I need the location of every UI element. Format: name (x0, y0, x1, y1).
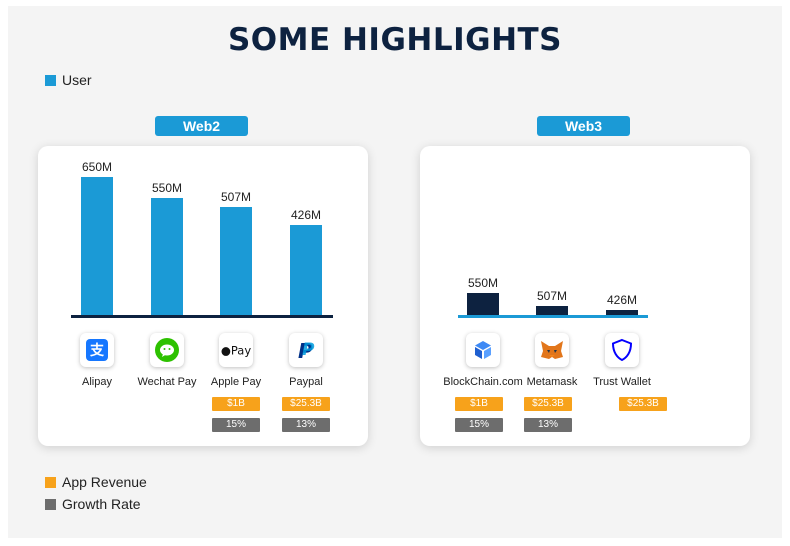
web2-bar-wechat-pay (151, 198, 183, 315)
web2-growth-tag: 13% (282, 418, 330, 432)
web3-growth-tag: 15% (455, 418, 503, 432)
legend-revenue-swatch (45, 476, 56, 488)
page-title: SOME HIGHLIGHTS (227, 22, 562, 58)
web3-revenue-tag: $1B (455, 397, 503, 411)
svg-text:支: 支 (89, 342, 105, 359)
web2-category-label: Alipay (82, 376, 112, 388)
web2-category-label: Apple Pay (210, 376, 262, 388)
legend-user-label: User (62, 72, 92, 88)
web3-value-label: 507M (536, 289, 568, 303)
legend-user-swatch (45, 74, 56, 86)
web2-axis-line (71, 315, 333, 318)
web3-revenue-tag: $25.3B (619, 397, 667, 411)
web2-category-label: Paypal (289, 376, 323, 388)
web3-revenue-tag: $25.3B (524, 397, 572, 411)
web2-growth-tag: 15% (212, 418, 260, 432)
svg-text:●Pay: ●Pay (221, 344, 251, 358)
web3-bar-trust-wallet (606, 310, 638, 315)
web3-group-label: Web3 (537, 116, 630, 136)
web2-group-label: Web2 (155, 116, 248, 136)
web3-axis-line (458, 315, 648, 318)
web2-revenue-tag: $25.3B (282, 397, 330, 411)
web2-value-label: 650M (81, 160, 113, 174)
web3-category-label: Trust Wallet (593, 376, 651, 388)
legend-growth-swatch (45, 498, 56, 510)
legend-user: User (45, 72, 92, 88)
svg-text:P: P (302, 340, 315, 360)
web2-value-label: 426M (290, 207, 322, 222)
legend-revenue-label: App Revenue (62, 474, 147, 490)
legend-growth-label: Growth Rate (62, 496, 141, 512)
web3-value-label: 550M (467, 276, 499, 290)
web2-value-label: 550M (151, 181, 183, 196)
web3-bar-metamask (536, 306, 568, 315)
blockchain-icon (466, 333, 500, 367)
web3-growth-tag: 13% (524, 418, 572, 432)
web2-category-label: Wechat Pay (137, 376, 197, 388)
web3-value-label: 426M (606, 293, 638, 307)
alipay-icon: 支 (80, 333, 114, 367)
trust-wallet-icon (605, 333, 639, 367)
web2-bar-apple-pay (220, 207, 252, 315)
legend-revenue: App Revenue (45, 474, 147, 490)
web3-category-label: BlockChain.com (443, 376, 523, 388)
web2-revenue-tag: $1B (212, 397, 260, 411)
legend-growth: Growth Rate (45, 496, 141, 512)
metamask-icon (535, 333, 569, 367)
web2-value-label: 507M (220, 190, 252, 205)
web3-bar-blockchain-com (467, 293, 499, 315)
svg-text:P: P (298, 339, 313, 362)
web2-bar-alipay (81, 177, 113, 315)
web3-category-label: Metamask (526, 376, 578, 388)
wechat-icon (150, 333, 184, 367)
apple-pay-icon: ●Pay (219, 333, 253, 367)
web2-bar-paypal (290, 224, 322, 315)
